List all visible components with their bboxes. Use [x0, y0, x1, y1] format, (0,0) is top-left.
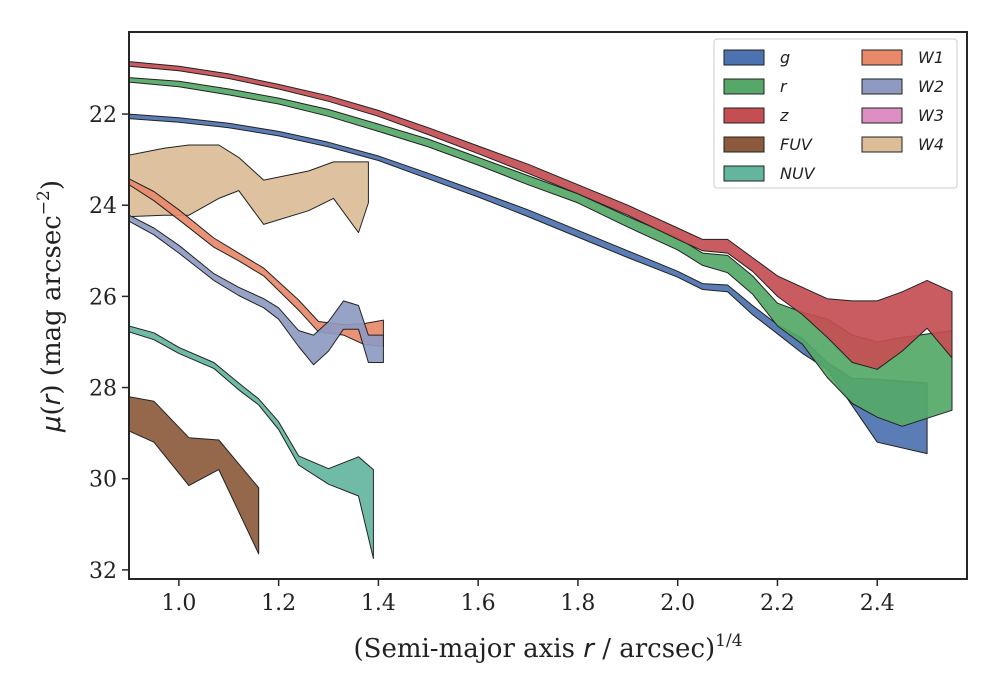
x-axis-label-pre: (Semi-major axis [353, 634, 583, 664]
x-tick-label: 1.6 [461, 591, 496, 616]
band-w4 [129, 144, 369, 234]
x-axis-ticks: 1.0 1.2 1.4 1.6 1.8 2.0 2.2 2.4 [161, 579, 895, 616]
legend-swatch-fuv [723, 136, 765, 153]
legend-swatch-g [723, 49, 765, 66]
y-tick-label: 28 [89, 377, 117, 402]
band-g [129, 113, 928, 455]
x-axis-label: (Semi-major axis r / arcsec)1/4 [353, 631, 742, 664]
y-axis-label: μ(r) (mag arcsec−2) [34, 180, 67, 433]
legend-swatch-z [723, 107, 765, 124]
legend-swatch-w3 [861, 107, 903, 124]
y-axis-label-end: ) [37, 180, 67, 190]
y-axis-label-var: r [37, 392, 67, 405]
x-axis-label-sup: 1/4 [715, 631, 742, 651]
legend-label-z: z [779, 106, 789, 125]
y-tick-label: 24 [89, 194, 117, 219]
y-tick-label: 26 [89, 285, 117, 310]
legend-swatch-nuv [723, 165, 765, 182]
y-axis-label-sup: −2 [34, 190, 54, 215]
legend-swatch-w4 [861, 136, 903, 153]
x-axis-label-var: r [583, 634, 596, 664]
legend-swatch-r [723, 78, 765, 95]
x-tick-label: 2.0 [660, 591, 695, 616]
y-tick-label: 30 [89, 468, 117, 493]
band-w2 [129, 214, 384, 366]
y-tick-label: 32 [89, 559, 117, 584]
x-axis-label-mid: / arcsec) [594, 634, 715, 664]
band-fuv [129, 396, 260, 555]
y-axis-label-open: ( [37, 405, 67, 415]
x-tick-label: 1.4 [361, 591, 396, 616]
band-nuv [129, 325, 374, 559]
x-tick-label: 1.8 [560, 591, 595, 616]
series-bands [129, 61, 953, 559]
band-r [129, 77, 953, 427]
legend-label-w3: W3 [918, 106, 944, 125]
x-tick-label: 1.2 [261, 591, 296, 616]
legend-label-r: r [780, 77, 788, 96]
plot-frame [128, 31, 968, 580]
legend-label-fuv: FUV [780, 135, 813, 154]
legend-label-w4: W4 [918, 135, 944, 154]
legend-swatch-w1 [861, 49, 903, 66]
y-axis-label-mu: μ [37, 415, 67, 433]
y-axis-label-unit: (mag arcsec [37, 215, 67, 384]
band-z [129, 61, 953, 370]
legend: grz FUV NUV W1 W2 W3 W4 [713, 38, 958, 189]
legend-label-g: g [780, 48, 790, 67]
x-tick-label: 2.4 [860, 591, 895, 616]
legend-label-nuv: NUV [780, 164, 816, 183]
y-axis-label-close: ) [37, 384, 67, 394]
legend-label-w1: W1 [918, 48, 944, 67]
legend-label-w2: W2 [918, 77, 944, 96]
x-tick-label: 2.2 [760, 591, 795, 616]
x-tick-label: 1.0 [161, 591, 196, 616]
y-tick-label: 22 [89, 103, 117, 128]
y-axis-ticks: 22 24 26 28 30 32 [89, 103, 129, 584]
legend-swatch-w2 [861, 78, 903, 95]
